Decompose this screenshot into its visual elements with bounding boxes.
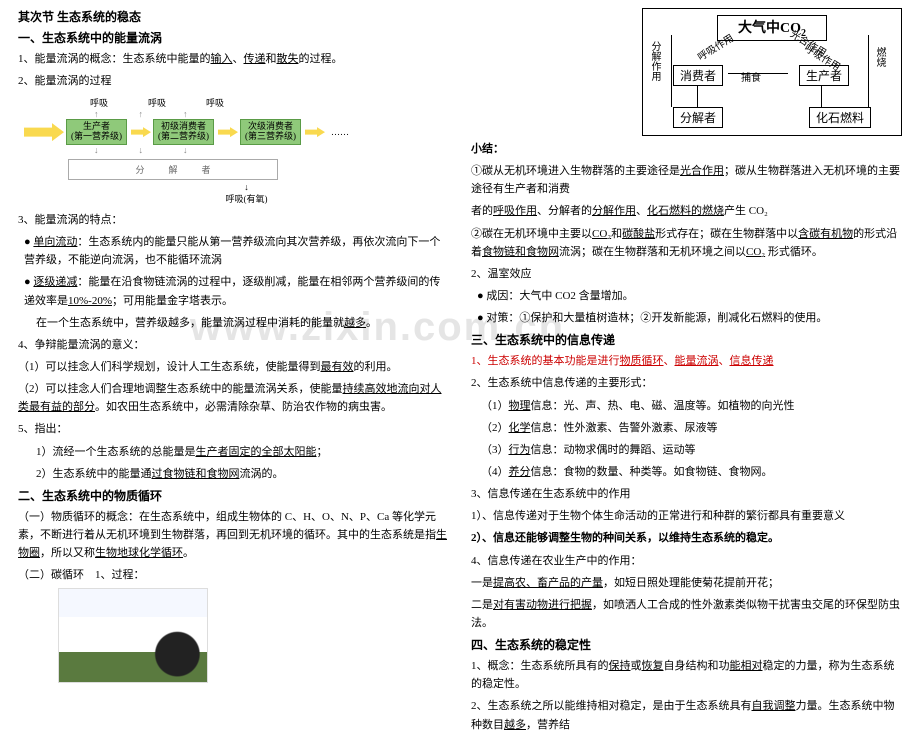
title-section: 其次节 生态系统的稳态: [18, 8, 449, 25]
r4-2: 二是对有害动物进行把握，如喷洒人工合成的性外激素类似物干扰害虫交尾的环保型防虫法…: [471, 596, 902, 632]
lbl-decomp: 分解作用: [647, 41, 662, 81]
title-sub2: 二、生态系统中的物质循环: [18, 487, 449, 504]
p1-u3: 散失: [277, 53, 299, 65]
bullet-1: ● 单向流动：生态系统内的能量只能从第一营养级流向其次营养级，再依次流向下一个营…: [24, 233, 449, 269]
xj-title: 小结：: [471, 140, 902, 158]
node-consumer2: 次级消费者(第三营养级): [240, 119, 301, 145]
para-1: 1、能量流涡的概念：生态系统中能量的输入、传递和散失的过程。: [18, 50, 449, 68]
r2-3: （3）行为信息：动物求偶时的舞蹈、运动等: [481, 441, 902, 459]
para-4-2: （2）可以挂念人们合理地调整生态系统中的能量流涡关系，使能量持续高效地流向对人类…: [18, 380, 449, 416]
para-3: 3、能量流涡的特点：: [18, 211, 449, 229]
r5: 1、概念：生态系统所具有的保持或恢复自身结构和功能相对稳定的力量，称为生态系统的…: [471, 657, 902, 693]
para-4-1: （1）可以挂念人们科学规划，设计人工生态系统，使能量得到最有效的利用。: [18, 358, 449, 376]
node-producer: 生产者(第一营养级): [66, 119, 127, 145]
box-consumer: 消费者: [673, 65, 723, 86]
para-5-1: 1）流经一个生态系统的总能量是生产者固定的全部太阳能；: [36, 443, 449, 461]
para-5: 5、指出：: [18, 420, 449, 438]
xj-1: ①碳从无机环境进入生物群落的主要途径是光合作用；碳从生物群落进入无机环境的主要途…: [471, 162, 902, 198]
box-producer: 生产者: [799, 65, 849, 86]
right-column: 大气中CO2 分解作用 消费者 生产者 分解者 化石燃料 呼吸作用 光合作用 呼…: [471, 8, 902, 738]
decomposer-box: 分解者: [68, 159, 278, 180]
box-decomposer: 分解者: [673, 107, 723, 128]
hx-label: 呼吸: [90, 96, 108, 109]
energy-flow-diagram: 呼吸 呼吸 呼吸 ↑↑↑ 生产者(第一营养级) 初级消费者(第二营养级) 次级消…: [24, 96, 449, 205]
input-arrow: [24, 123, 64, 141]
page-container: 其次节 生态系统的稳态 一、生态系统中的能量流涡 1、能量流涡的概念：生态系统中…: [18, 8, 902, 738]
title-sub3: 三、生态系统中的信息传递: [471, 331, 902, 348]
p1-u2: 传递: [244, 53, 266, 65]
r-p2: 2、温室效应: [471, 265, 902, 283]
node-consumer1: 初级消费者(第二营养级): [153, 119, 214, 145]
xj-2: 者的呼吸作用、分解者的分解作用、化石燃料的燃烧产生 CO₂: [471, 202, 902, 220]
r2-2: （2）化学信息：性外激素、告警外激素、尿液等: [481, 419, 902, 437]
r-b2: ● 对策：①保护和大量植树造林；②开发新能源，削减化石燃料的使用。: [477, 309, 902, 327]
p1-pre: 1、能量流涡的概念：生态系统中能量的: [18, 53, 211, 65]
cycle-diagram: [58, 588, 208, 683]
r3-2: 2）、信息还能够调整生物的种间关系，以维持生态系统的稳定。: [471, 529, 902, 547]
para-5-2: 2）生态系统中的能量通过食物链和食物网流涡的。: [36, 465, 449, 483]
bullet-2: ● 逐级递减：能量在沿食物链流涡的过程中，逐级削减，能量在相邻两个营养级间的传递…: [24, 273, 449, 309]
r2-4: （4）养分信息：食物的数量、种类等。如食物链、食物网。: [481, 463, 902, 481]
para-4: 4、争辩能量流涡的意义：: [18, 336, 449, 354]
r6: 2、生态系统之所以能维持相对稳定，是由于生态系统具有自我调整力量。生态系统中物种…: [471, 697, 902, 733]
box-fuel: 化石燃料: [809, 107, 871, 128]
xj-3: ②碳在无机环境中主要以CO₂和碳酸盐形式存在；碳在生物群落中以含碳有机物的形式沿…: [471, 225, 902, 261]
bullet-3: 在一个生态系统中，营养级越多，能量流涡过程中消耗的能量就越多。: [36, 314, 449, 332]
r3-1: 1）、信息传递对于生物个体生命活动的正常进行和种群的繁衍都具有重要意义: [471, 507, 902, 525]
co2-diagram: 大气中CO2 分解作用 消费者 生产者 分解者 化石燃料 呼吸作用 光合作用 呼…: [642, 8, 902, 136]
r-b1: ● 成因：大气中 CO2 含量增加。: [477, 287, 902, 305]
r3: 3、信息传递在生态系统中的作用: [471, 485, 902, 503]
para-6: （一）物质循环的概念：在生态系统中，组成生物体的 C、H、O、N、P、Ca 等化…: [18, 508, 449, 562]
r2-1: （1）物理信息：光、声、热、电、磁、温度等。如植物的向光性: [481, 397, 902, 415]
lbl-burn: 燃烧: [872, 47, 887, 67]
r1: 1、生态系统的基本功能是进行物质循环、能量流涡、信息传递: [471, 352, 902, 370]
title-sub1: 一、生态系统中的能量流涡: [18, 29, 449, 46]
r4: 4、信息传递在农业生产中的作用：: [471, 552, 902, 570]
p1-u1: 输入: [211, 53, 233, 65]
para-7: （二）碳循环 1、过程：: [18, 566, 449, 584]
para-2: 2、能量流涡的过程: [18, 72, 449, 90]
r2: 2、生态系统中信息传递的主要形式：: [471, 374, 902, 392]
r4-1: 一是提高农、畜产品的产量，如短日照处理能使菊花提前开花；: [471, 574, 902, 592]
left-column: 其次节 生态系统的稳态 一、生态系统中的能量流涡 1、能量流涡的概念：生态系统中…: [18, 8, 449, 738]
